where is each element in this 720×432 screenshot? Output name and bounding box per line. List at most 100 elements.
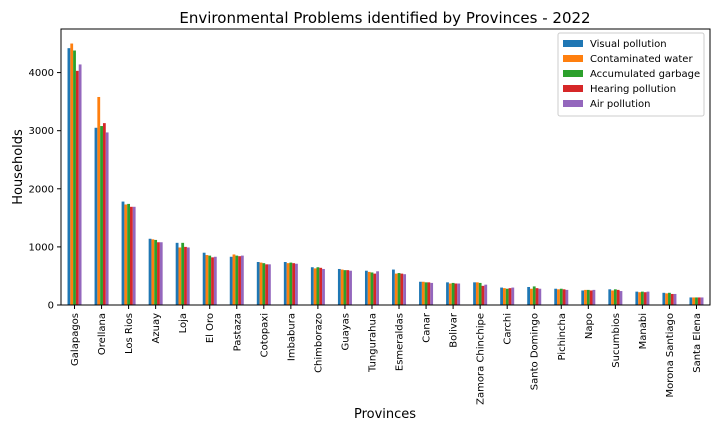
x-tick-label: Napo: [584, 313, 595, 339]
bar: [364, 270, 368, 305]
bar: [373, 273, 377, 305]
bar: [619, 291, 623, 305]
bar: [532, 286, 536, 305]
bar: [178, 247, 182, 305]
bar: [367, 271, 371, 305]
bar: [181, 242, 185, 305]
bar: [662, 292, 666, 305]
x-tick-label: Esmeraldas: [395, 313, 406, 371]
y-tick-label: 0: [48, 301, 54, 312]
bar: [554, 288, 558, 305]
bar: [316, 267, 320, 305]
bar: [259, 262, 263, 305]
x-tick-label: Canar: [422, 312, 433, 343]
x-tick-label: Manabi: [638, 313, 649, 349]
y-tick-label: 4000: [29, 68, 54, 79]
bar: [565, 289, 569, 305]
bar: [586, 289, 590, 305]
x-tick-label: Sucumbios: [611, 313, 622, 368]
x-tick-label: Cotopaxi: [259, 313, 270, 357]
bar: [584, 289, 587, 305]
bar: [340, 269, 344, 305]
bar: [403, 274, 407, 305]
y-tick-label: 3000: [29, 126, 54, 137]
bar: [400, 273, 404, 305]
bar: [527, 286, 531, 305]
legend: Visual pollution Contaminated water Accumu…: [557, 32, 705, 117]
bar: [240, 255, 244, 305]
bar: [505, 288, 509, 305]
bar: [292, 263, 296, 305]
bar: [475, 282, 479, 305]
bar: [310, 267, 314, 305]
bar: [124, 204, 128, 305]
bar: [481, 285, 485, 305]
bar: [132, 206, 136, 305]
bar: [154, 239, 158, 305]
bar: [608, 289, 612, 305]
bar: [213, 256, 217, 305]
legend-swatch: [563, 40, 583, 47]
x-axis-label: Provinces: [354, 407, 416, 422]
legend-label: Visual pollution: [590, 39, 667, 50]
legend-swatch: [563, 70, 583, 77]
bar: [97, 96, 101, 305]
legend-label: Accumulated garbage: [590, 69, 700, 80]
bar: [646, 291, 650, 305]
bar: [421, 281, 425, 305]
bar: [478, 282, 482, 305]
bar: [186, 247, 190, 305]
bar: [454, 283, 458, 305]
legend-swatch: [563, 55, 583, 62]
bar: [268, 264, 271, 305]
y-tick-label: 2000: [29, 184, 54, 195]
bar: [295, 263, 298, 305]
bar: [535, 288, 539, 305]
x-tick-label: Santa Elena: [692, 313, 703, 373]
bar: [208, 255, 212, 305]
bar: [232, 254, 236, 305]
bar: [127, 203, 130, 305]
bar: [670, 293, 674, 305]
bar: [559, 288, 563, 305]
bar: [451, 282, 455, 305]
bar: [130, 206, 133, 305]
bar: [616, 289, 620, 305]
chart-title: Environmental Problems identified by Pro…: [179, 9, 590, 27]
legend-swatch: [563, 85, 583, 92]
y-tick-label: 1000: [29, 242, 54, 253]
bar: [508, 288, 512, 305]
bar: [343, 270, 347, 305]
x-tick-label: Galapagos: [70, 313, 81, 366]
bar: [697, 297, 701, 305]
bar: [427, 282, 431, 305]
bar: [73, 50, 76, 305]
bar: [430, 282, 434, 305]
x-tick-label: Los Rios: [124, 313, 135, 354]
bar: [457, 283, 461, 305]
bar: [262, 263, 266, 305]
legend-box: [557, 32, 705, 117]
bar: [322, 268, 325, 305]
bar: [376, 271, 379, 305]
x-tick-label: Orellana: [97, 313, 108, 355]
bar: [102, 123, 106, 305]
bar: [202, 252, 206, 305]
bar: [635, 291, 639, 305]
bar: [184, 246, 187, 305]
bar: [70, 43, 74, 305]
x-tick-label: Pastaza: [232, 313, 243, 351]
x-tick-label: Guayas: [340, 313, 351, 350]
bar: [562, 289, 566, 305]
bar: [611, 290, 614, 305]
bar: [668, 292, 671, 305]
bar: [695, 297, 698, 305]
bar: [613, 289, 617, 305]
y-axis-label: Households: [11, 129, 26, 205]
legend-label: Contaminated water: [590, 54, 693, 65]
bar: [211, 257, 214, 305]
bar: [641, 291, 644, 305]
x-tick-label: El Oro: [205, 313, 216, 343]
bar: [283, 262, 287, 305]
